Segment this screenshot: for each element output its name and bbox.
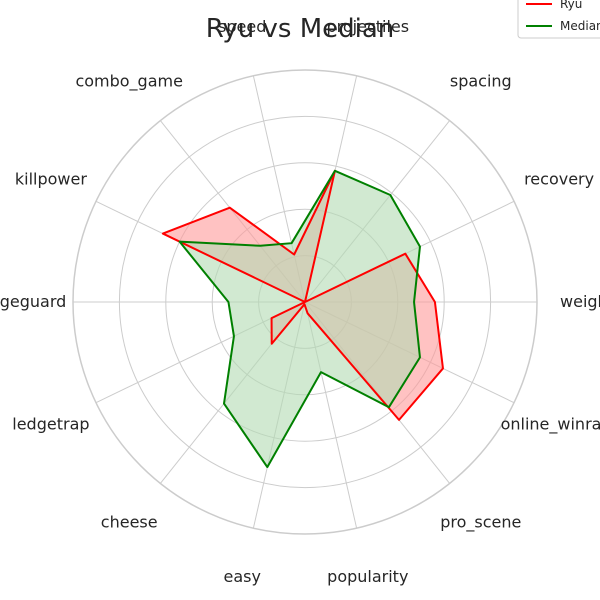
radar-series bbox=[161, 169, 444, 469]
series-line-ryu bbox=[161, 169, 444, 421]
legend-label-median: Median bbox=[560, 19, 600, 33]
axis-label-online-winrate: online_winrate bbox=[501, 414, 600, 434]
axis-label-edgeguard: edgeguard bbox=[0, 292, 66, 311]
axis-label-combo-game: combo_game bbox=[75, 72, 183, 92]
chart-title: Ryu vs Median bbox=[206, 14, 395, 44]
axis-label-ledgetrap: ledgetrap bbox=[12, 414, 89, 433]
legend: Ryu Median bbox=[517, 0, 600, 39]
axis-label-weight: weight bbox=[560, 292, 600, 311]
axis-label-recovery: recovery bbox=[524, 170, 594, 189]
axis-label-speed: speed bbox=[218, 17, 266, 36]
axis-label-cheese: cheese bbox=[101, 513, 158, 532]
axis-label-spacing: spacing bbox=[450, 72, 512, 91]
series-line-median bbox=[178, 169, 421, 469]
axis-label-popularity: popularity bbox=[327, 567, 408, 586]
axis-label-easy: easy bbox=[223, 567, 260, 586]
axis-label-projectiles: projectiles bbox=[326, 17, 409, 36]
legend-box bbox=[517, 0, 600, 39]
axis-labels: weight recovery spacing projectiles speed com… bbox=[0, 17, 600, 586]
axis-label-killpower: killpower bbox=[15, 170, 87, 189]
axis-label-pro-scene: pro_scene bbox=[440, 513, 521, 533]
legend-label-ryu: Ryu bbox=[560, 0, 582, 11]
